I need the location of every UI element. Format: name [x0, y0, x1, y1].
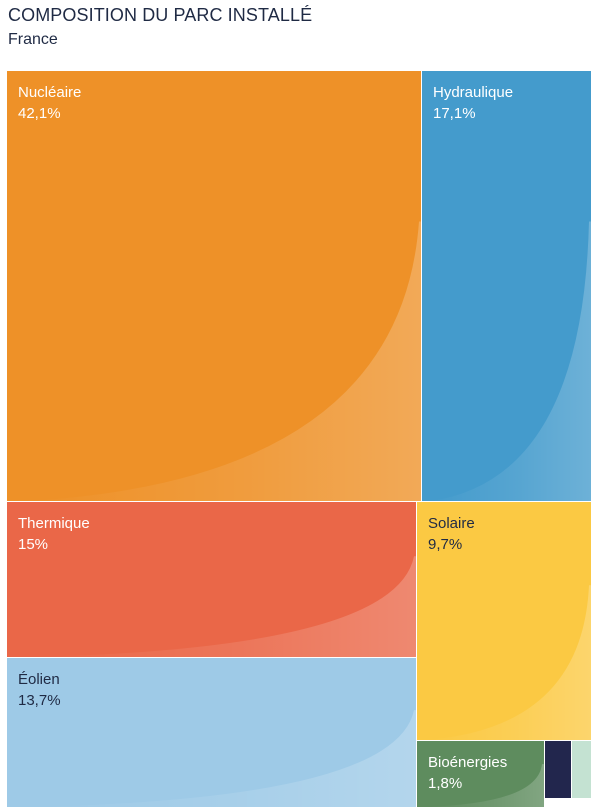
tile-eolien[interactable]: Éolien 13,7%	[7, 658, 416, 807]
tile-value-bioenergies: 1,8%	[428, 775, 462, 792]
tile-sheen-hydraulique	[430, 221, 591, 501]
tile-hydraulique[interactable]: Hydraulique 17,1%	[422, 71, 591, 501]
chart-subtitle: France	[8, 31, 58, 48]
tile-label-nucleaire: Nucléaire	[18, 84, 81, 101]
tile-value-hydraulique: 17,1%	[433, 105, 476, 122]
tile-label-thermique: Thermique	[18, 515, 90, 532]
tile-value-thermique: 15%	[18, 536, 48, 553]
tile-label-bioenergies: Bioénergies	[428, 754, 507, 771]
tile-label-hydraulique: Hydraulique	[433, 84, 513, 101]
tile-sheen-solaire	[425, 585, 591, 740]
tile-label-solaire: Solaire	[428, 515, 475, 532]
tile-nucleaire[interactable]: Nucléaire 42,1%	[7, 71, 421, 501]
tile-value-nucleaire: 42,1%	[18, 105, 61, 122]
tile-sheen-thermique	[27, 556, 416, 657]
tile-label-eolien: Éolien	[18, 671, 60, 688]
chart-title: COMPOSITION DU PARC INSTALLÉ	[8, 5, 313, 25]
chart-header: COMPOSITION DU PARC INSTALLÉ France	[8, 4, 312, 51]
tile-value-eolien: 13,7%	[18, 692, 61, 709]
tile-small-1[interactable]	[545, 741, 571, 798]
tile-sheen-eolien	[27, 710, 416, 807]
tile-sheen-nucleaire	[27, 221, 421, 501]
tile-sheen-bioenergies	[423, 764, 544, 807]
tile-small-2[interactable]	[572, 741, 591, 798]
tile-value-solaire: 9,7%	[428, 536, 462, 553]
tile-thermique[interactable]: Thermique 15%	[7, 502, 416, 657]
tile-bioenergies[interactable]: Bioénergies 1,8%	[417, 741, 544, 807]
tile-solaire[interactable]: Solaire 9,7%	[417, 502, 591, 740]
